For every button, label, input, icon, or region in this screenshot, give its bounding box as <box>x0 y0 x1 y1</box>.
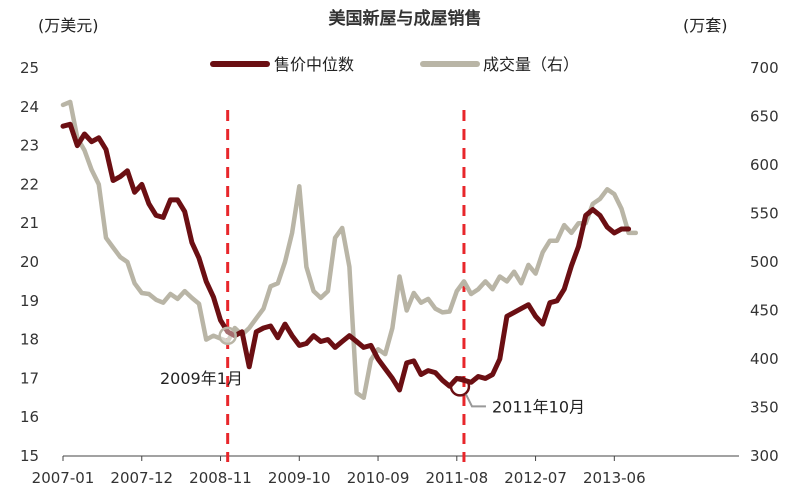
series-lines <box>60 99 639 401</box>
right-tick-label: 350 <box>750 399 779 417</box>
event-annotations: 2009年1月 2011年10月 <box>160 326 585 416</box>
right-tick-label: 400 <box>750 350 779 368</box>
right-tick-label: 650 <box>750 108 779 126</box>
left-tick-label: 24 <box>20 98 39 116</box>
x-tick-label: 2013-06 <box>583 469 646 487</box>
legend-label-volume: 成交量（右） <box>483 55 579 74</box>
series-line-price <box>60 121 632 393</box>
x-tick-label: 2008-11 <box>189 469 252 487</box>
x-tick-label: 2012-07 <box>504 469 567 487</box>
left-tick-label: 21 <box>20 214 39 232</box>
left-tick-label: 20 <box>20 253 39 271</box>
right-axis-unit: (万套) <box>683 16 728 35</box>
event-circle-2009 <box>218 326 237 346</box>
left-axis-ticks: 15 16 17 18 19 20 21 22 23 24 25 <box>20 59 39 465</box>
left-tick-label: 16 <box>20 408 39 426</box>
x-tick-label: 2010-09 <box>347 469 410 487</box>
left-axis-unit: (万美元) <box>38 16 99 35</box>
right-tick-label: 450 <box>750 302 779 320</box>
x-tick-label: 2009-10 <box>268 469 331 487</box>
x-tick-label: 2011-08 <box>425 469 488 487</box>
legend: 售价中位数 成交量（右） <box>210 55 579 74</box>
left-tick-label: 19 <box>20 292 39 310</box>
legend-label-price: 售价中位数 <box>274 55 354 74</box>
left-tick-label: 18 <box>20 331 39 349</box>
series-line-volume <box>60 99 639 401</box>
x-tick-label: 2007-01 <box>32 469 95 487</box>
left-tick-label: 22 <box>20 175 39 193</box>
left-tick-label: 17 <box>20 369 39 387</box>
right-tick-label: 600 <box>750 156 779 174</box>
right-axis-ticks: 300 350 400 450 500 550 600 650 700 <box>750 59 779 465</box>
chart-title: 美国新屋与成屋销售 <box>329 8 482 29</box>
x-tick-label: 2007-12 <box>110 469 173 487</box>
event-label-2011: 2011年10月 <box>492 397 585 416</box>
right-tick-label: 300 <box>750 447 779 465</box>
left-tick-label: 23 <box>20 137 39 155</box>
right-tick-label: 550 <box>750 205 779 223</box>
event-markers <box>226 110 466 462</box>
right-tick-label: 500 <box>750 253 779 271</box>
event-circle-2011 <box>449 376 471 397</box>
event-label-2009: 2009年1月 <box>160 369 243 388</box>
right-tick-label: 700 <box>750 59 779 77</box>
x-axis-ticks: 2007-01 2007-12 2008-11 2009-10 2010-09 2011-… <box>32 456 646 487</box>
event-leader-2011 <box>465 393 486 408</box>
left-tick-label: 15 <box>20 447 39 465</box>
left-tick-label: 25 <box>20 59 39 77</box>
